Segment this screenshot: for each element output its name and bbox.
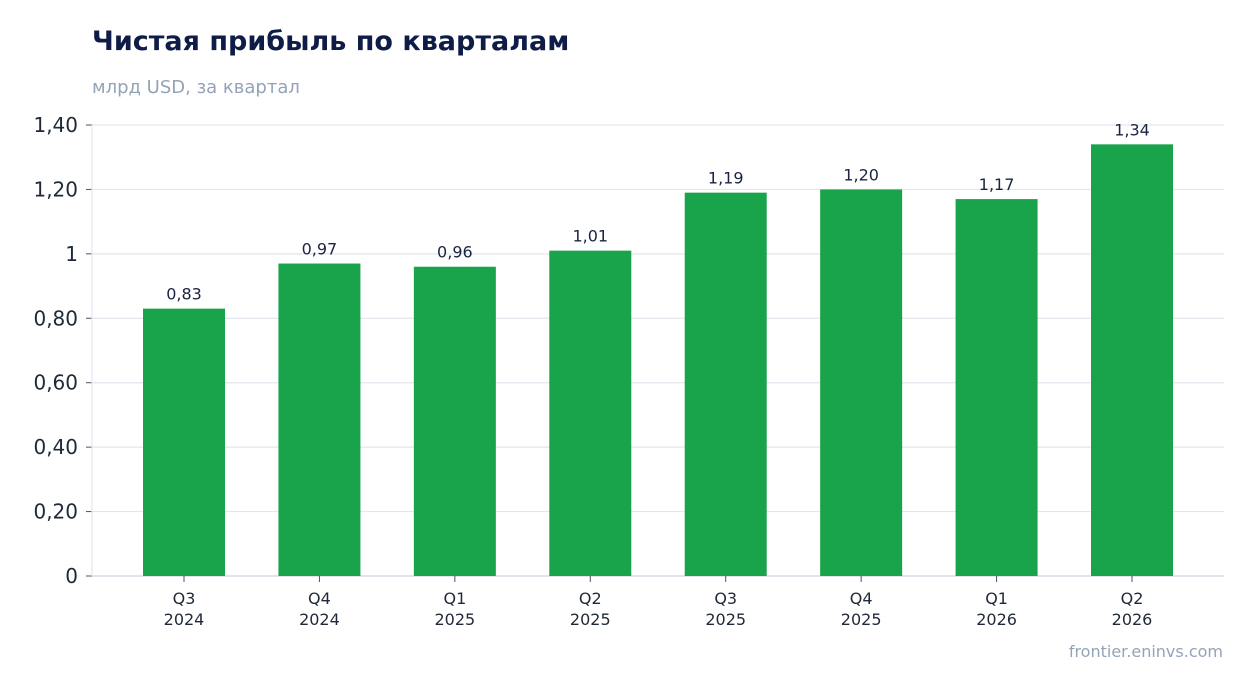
bar (549, 250, 632, 576)
grid-lines (92, 124, 1224, 513)
x-tick-label: Q3 (714, 589, 737, 608)
x-tick-label-year: 2024 (299, 610, 340, 629)
data-label: 0,83 (166, 285, 202, 304)
bar (955, 199, 1038, 577)
x-tick-label-year: 2025 (435, 610, 476, 629)
y-tick-label: 0 (65, 564, 78, 588)
bar (278, 263, 361, 576)
data-label: 1,19 (708, 169, 744, 188)
x-tick-label-year: 2025 (570, 610, 611, 629)
data-label: 0,97 (302, 240, 338, 259)
x-tick-label: Q4 (308, 589, 331, 608)
bar (684, 192, 767, 576)
y-tick-label: 0,60 (33, 371, 78, 395)
x-tick-label-year: 2025 (705, 610, 746, 629)
y-tick-label: 0,20 (33, 500, 78, 524)
x-tick-label-year: 2026 (1112, 610, 1153, 629)
bar (820, 189, 903, 576)
data-label: 0,96 (437, 243, 473, 262)
bar (1091, 144, 1174, 577)
chart-subtitle: млрд USD, за квартал (92, 77, 300, 98)
bars (143, 144, 1174, 577)
data-label: 1,20 (843, 165, 879, 184)
x-tick-label: Q1 (985, 589, 1008, 608)
y-tick-label: 0,40 (33, 435, 78, 459)
data-label: 1,17 (979, 175, 1015, 194)
source-credit: frontier.eninvs.com (1068, 642, 1223, 661)
y-tick-label: 1,40 (33, 113, 78, 137)
y-tick-label: 1,20 (33, 177, 78, 201)
data-labels: 0,83 0,97 0,96 1,01 1,19 1,20 1,17 1,34 (166, 120, 1150, 303)
x-tick-label: Q4 (850, 589, 873, 608)
y-tick-label: 0,80 (33, 306, 78, 330)
x-tick-label: Q3 (173, 589, 196, 608)
x-tick-label: Q2 (1121, 589, 1144, 608)
axes: 0 0,20 0,40 0,60 0,80 1 1,20 1,40 Q3 2024 Q4 2024 Q1… (33, 113, 1224, 629)
data-label: 1,34 (1114, 120, 1150, 139)
x-tick-label-year: 2024 (164, 610, 205, 629)
x-tick-label-year: 2026 (976, 610, 1017, 629)
bar (143, 308, 225, 576)
x-tick-label: Q2 (579, 589, 602, 608)
x-tick-label-year: 2025 (841, 610, 882, 629)
x-tick-label: Q1 (443, 589, 466, 608)
chart-title: Чистая прибыль по кварталам (92, 26, 570, 57)
y-tick-label: 1 (65, 242, 78, 266)
bar (413, 266, 496, 576)
data-label: 1,01 (572, 227, 608, 246)
